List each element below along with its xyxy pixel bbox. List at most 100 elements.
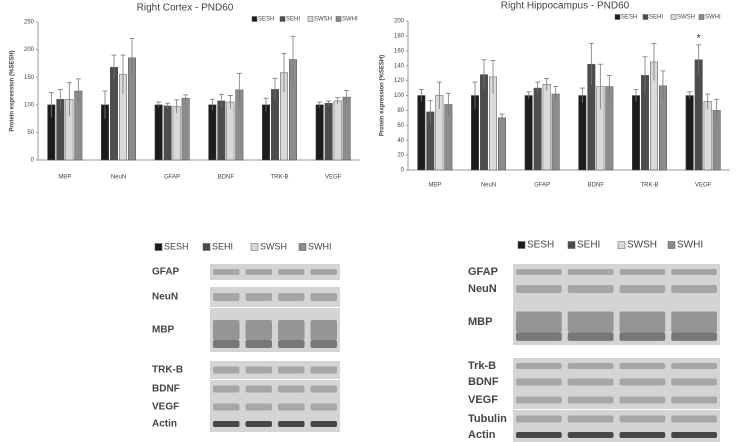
blot-band [245,340,272,348]
legend-label: SWSH [627,240,657,251]
legend-label: SWHI [677,240,703,251]
bar [342,96,351,161]
y-tick-label: 120 [394,78,405,84]
blot-band [278,320,305,340]
y-tick-label: 80 [397,108,404,114]
blot-band [516,432,562,438]
blot-band [619,311,666,333]
chart-title: Right Hippocampus - PND60 [501,1,630,12]
x-tick-label: MBP [58,175,71,181]
blot-band [516,396,562,404]
blot-band [245,320,272,340]
legend-swatch [517,241,526,249]
blot-band [567,363,614,369]
blot-band [213,340,240,348]
blot-band [213,421,240,427]
blot-band [619,432,666,438]
blot-band [310,421,337,427]
blot-label: GFAP [468,266,498,278]
x-tick-label: VEGF [695,183,712,189]
blot-band [516,363,562,369]
legend-swatch [698,14,705,20]
blot-band [671,332,717,341]
blot-band [278,269,305,275]
blot-band [671,285,717,293]
blot-band [516,415,562,423]
legend-label: SEHI [649,15,663,21]
blot-band [245,366,272,374]
legend-label: SEHI [577,240,600,251]
blot-strip [210,264,340,280]
legend-swatch [154,243,163,251]
blot-strip [513,264,720,280]
blot-band [310,366,337,374]
bar [154,104,163,161]
bar [324,102,333,161]
blot-band [278,366,305,374]
blot-band [516,285,562,293]
legend-swatch [250,243,259,251]
bar [498,117,506,171]
blot-band [671,432,717,438]
blot-band [310,385,337,393]
legend-swatch [567,241,576,249]
blot-label: Actin [152,419,177,430]
bar [262,104,270,161]
blot-band [213,403,240,411]
blot-label: BDNF [152,384,180,395]
bar [578,95,587,171]
blot-band [619,363,666,369]
blot-strip [210,398,340,416]
legend-swatch [617,241,626,249]
x-tick-label: VEGF [325,175,342,181]
legend-swatch [279,16,286,22]
blot-strip [513,373,720,391]
bar [551,93,560,171]
blot-label: MBP [152,325,175,336]
bar [217,100,226,161]
x-tick-label: NeuN [111,175,126,181]
legend-swatch [670,14,677,20]
blot-band [213,269,240,275]
blot-band [567,332,614,341]
annotation: * [697,33,702,45]
legend-swatch [642,14,649,20]
blot-band [213,385,240,393]
legend-label: SESH [527,240,554,251]
blot-band [567,396,614,404]
legend-label: SWHI [308,241,332,251]
blot-band [619,332,666,341]
y-tick-label: 20 [397,153,404,159]
bar [542,84,551,171]
y-tick-label: 150 [24,75,35,81]
blot-band [567,378,614,386]
x-tick-label: TRK-B [271,175,289,181]
bar [110,67,118,161]
blot-label: NeuN [468,283,497,295]
blot-band [671,363,717,369]
legend-label: SEHI [212,241,233,251]
legend-swatch [307,16,314,22]
legend-label: SWSH [260,241,287,251]
blot-label: BDNF [468,376,499,388]
legend-label: SWSH [314,17,332,23]
y-axis-label: Protein expression (%SESH) [380,55,386,136]
blot-label: NeuN [152,292,178,303]
bar [417,95,426,171]
legend-label: SWHI [342,17,358,23]
legend-swatch [614,14,621,20]
blot-label: Tubulin [468,413,507,425]
blot-band [619,396,666,404]
legend-swatch [202,243,211,251]
y-tick-label: 60 [397,123,404,129]
bar [315,104,324,161]
bar [181,97,190,161]
legend-label: SEHI [286,17,300,23]
blot-band [310,403,337,411]
legend-swatch [667,241,676,249]
x-tick-label: BDNF [218,175,235,181]
chart-title: Right Cortex - PND60 [137,3,234,14]
legend-label: SESH [258,17,274,23]
legend-label: SWSH [677,15,695,21]
blot-strip [513,410,720,428]
